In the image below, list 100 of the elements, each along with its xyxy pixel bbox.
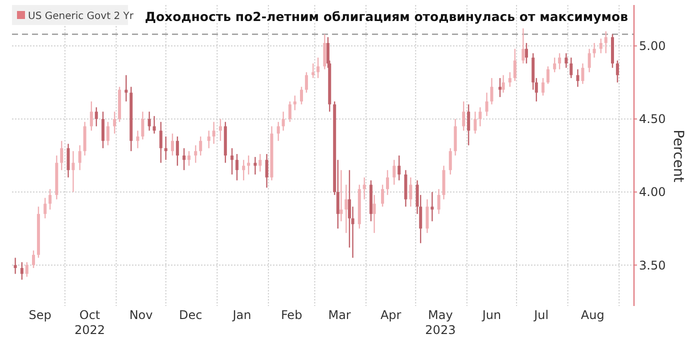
- candlestick: [478, 106, 482, 127]
- x-tick-label: May 2023: [425, 308, 456, 337]
- candlestick: [386, 170, 390, 196]
- candlestick: [242, 159, 246, 181]
- candlestick: [581, 62, 584, 85]
- x-tick-label: Jun: [481, 308, 502, 322]
- candlestick: [66, 143, 70, 178]
- candlestick: [207, 130, 210, 149]
- x-tick-label: Mar: [328, 308, 351, 322]
- candlestick: [218, 118, 222, 142]
- candlestick: [576, 68, 580, 88]
- candlestick: [467, 104, 470, 146]
- x-tick-label: Oct 2022: [74, 308, 106, 337]
- candlestick: [426, 198, 429, 234]
- candlestick: [113, 111, 116, 134]
- candlestick: [508, 72, 512, 88]
- x-tick-label: Apr: [380, 308, 402, 322]
- candlestick: [616, 60, 619, 84]
- x-tick-label: Dec: [179, 308, 202, 322]
- candlestick: [136, 130, 140, 149]
- candlestick: [485, 92, 488, 117]
- candlestick: [176, 136, 179, 166]
- candlestick: [546, 66, 550, 85]
- candlestick: [235, 153, 238, 181]
- candlestick: [44, 197, 47, 219]
- x-tick-label: Sep: [28, 308, 52, 322]
- candlestick: [474, 111, 477, 134]
- candlestick: [141, 111, 144, 140]
- candlestick: [170, 132, 174, 156]
- chart-title: Доходность по2-летним облигациям отодвинулась от максимумов: [144, 9, 628, 24]
- candlestick: [564, 52, 568, 68]
- candlestick: [304, 72, 308, 94]
- candlestick: [276, 121, 280, 142]
- candlestick: [524, 42, 528, 64]
- x-tick-label: Aug: [580, 308, 604, 322]
- candlestick: [14, 257, 17, 274]
- candlestick: [604, 30, 608, 54]
- candlestick: [60, 140, 64, 171]
- x-tick-label: Jan: [232, 308, 252, 322]
- candlestick: [344, 184, 348, 234]
- candlestick: [381, 184, 384, 208]
- y-tick-label: 4.00: [639, 185, 666, 200]
- candlestick: [164, 136, 168, 160]
- candlestick: [265, 153, 268, 188]
- candlestick: [553, 57, 556, 73]
- candlestick: [48, 188, 52, 210]
- x-tick-label: Jul: [533, 308, 549, 322]
- candlestick: [258, 153, 262, 172]
- candlestick: [362, 176, 366, 200]
- candlestick: [312, 62, 315, 79]
- candlestick: [212, 121, 216, 144]
- candlestick: [106, 121, 110, 146]
- candlestick: [522, 28, 525, 64]
- candlestick: [570, 57, 573, 79]
- candlestick: [182, 148, 186, 171]
- candlestick: [462, 100, 466, 132]
- candlestick: [323, 34, 326, 70]
- candlestick: [513, 48, 516, 82]
- candlestick: [502, 74, 505, 94]
- candlestick: [282, 111, 285, 132]
- candlestick: [188, 150, 191, 166]
- y-tick-label: 4.50: [639, 112, 666, 126]
- y-tick-label: 3.50: [639, 258, 666, 272]
- candlestick: [159, 121, 162, 164]
- candlestick: [300, 86, 303, 105]
- x-tick-label: Feb: [280, 308, 302, 322]
- candlestick: [148, 111, 151, 132]
- candlestick: [288, 100, 292, 122]
- candlestick: [409, 176, 412, 208]
- candlestick: [398, 154, 401, 181]
- candlestick: [293, 94, 296, 111]
- x-tick-label: Nov: [129, 308, 153, 322]
- candlestick: [592, 42, 596, 58]
- candlestick: [340, 170, 343, 222]
- candlestick: [20, 262, 24, 280]
- candlestick: [437, 188, 440, 215]
- y-axis-title: Percent: [670, 130, 686, 183]
- candlestick: [194, 144, 198, 164]
- candlestick: [599, 38, 602, 54]
- candlestick: [588, 48, 591, 73]
- candlestick: [490, 77, 494, 105]
- candlestick: [32, 250, 36, 269]
- candlestick: [448, 148, 452, 176]
- candlestick: [316, 57, 320, 79]
- candlestick: [94, 106, 98, 127]
- candlestick: [25, 262, 28, 278]
- legend: US Generic Govt 2 Yr: [12, 5, 134, 25]
- y-tick-label: 5.00: [639, 39, 666, 54]
- candlestick: [230, 148, 234, 176]
- candlestick: [152, 115, 156, 134]
- candlestick: [430, 191, 434, 222]
- candlestick: [199, 136, 202, 156]
- candlestick: [101, 111, 104, 149]
- candlestick: [392, 159, 396, 186]
- candlestick: [542, 77, 545, 96]
- candlestick: [72, 150, 75, 193]
- candlestick: [558, 52, 562, 70]
- candlestick: [78, 144, 82, 171]
- candlestick: [372, 194, 376, 234]
- candlestick: [90, 100, 93, 132]
